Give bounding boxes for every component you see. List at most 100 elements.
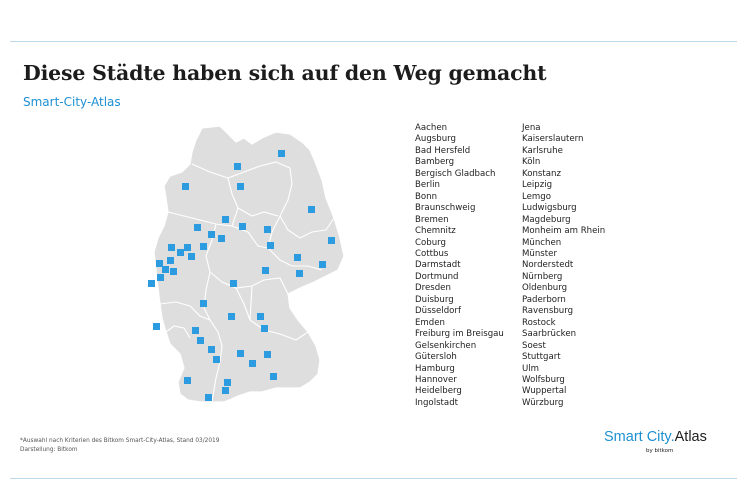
city-marker [278, 150, 285, 157]
city-marker [228, 313, 235, 320]
germany-map [148, 125, 345, 403]
city-list-item: Ingolstadt [415, 397, 459, 408]
city-marker [167, 257, 174, 264]
city-marker [234, 163, 241, 170]
city-marker [213, 356, 220, 363]
city-marker [237, 350, 244, 357]
footnote: *Auswahl nach Kriterien des Bitkom Smart… [20, 437, 219, 454]
city-list-item: Stuttgart [522, 352, 561, 363]
city-list-item: Norderstedt [522, 260, 574, 271]
city-list-item: Darmstadt [415, 260, 461, 271]
city-list-item: Jena [522, 123, 541, 133]
city-list-item: Düsseldorf [415, 306, 461, 317]
city-marker [153, 323, 160, 330]
city-marker [308, 206, 315, 213]
city-list-item: Augsburg [415, 134, 456, 145]
city-marker [170, 268, 177, 275]
city-marker [184, 377, 191, 384]
city-list-item: Gütersloh [415, 352, 457, 363]
city-marker [188, 253, 195, 260]
logo-byline: by bitkom [646, 448, 674, 454]
city-list-item: Gelsenkirchen [415, 340, 477, 351]
city-list-item: Braunschweig [415, 203, 476, 214]
city-list-item: Wolfsburg [522, 374, 565, 385]
logo-word-atlas: Atlas [674, 429, 707, 445]
city-marker [239, 223, 246, 230]
city-list-item: Münster [522, 248, 557, 259]
city-marker [294, 254, 301, 261]
city-list-item: Kaiserslautern [522, 134, 584, 145]
city-list-item: Bamberg [415, 157, 455, 168]
city-marker [157, 274, 164, 281]
city-marker [194, 224, 201, 231]
city-marker [205, 394, 212, 401]
city-marker [182, 183, 189, 190]
smart-city-atlas-logo: Smart City.Atlas [604, 429, 707, 445]
city-markers [148, 150, 335, 401]
city-list-item: Chemnitz [415, 226, 456, 237]
city-list-item: Köln [522, 157, 541, 168]
city-list-item: Aachen [415, 123, 448, 133]
city-list-item: Karlsruhe [522, 145, 563, 156]
city-marker [208, 231, 215, 238]
city-marker [148, 280, 155, 287]
logo-word-smart-city: Smart City. [604, 429, 675, 445]
city-list-item: München [522, 237, 562, 248]
city-list-item: Bonn [415, 191, 438, 202]
content-frame [10, 41, 737, 479]
city-list-item: Heidelberg [415, 386, 462, 397]
city-marker [270, 373, 277, 380]
city-marker [319, 261, 326, 268]
city-marker [200, 243, 207, 250]
city-marker [224, 379, 231, 386]
city-marker [257, 313, 264, 320]
city-list-item: Soest [522, 340, 546, 351]
city-list-item: Wuppertal [522, 386, 567, 397]
city-marker [296, 270, 303, 277]
city-marker [261, 325, 268, 332]
city-marker [237, 183, 244, 190]
germany-outline [153, 125, 345, 403]
page-title: Diese Städte haben sich auf den Weg gema… [23, 61, 547, 85]
city-list-item: Emden [415, 317, 445, 328]
city-list-item: Oldenburg [522, 283, 568, 294]
city-list-item: Dresden [415, 283, 451, 294]
city-list-item: Paderborn [522, 294, 566, 305]
city-list-item: Rostock [522, 317, 556, 328]
city-list-item: Cottbus [415, 248, 449, 259]
city-list-item: Coburg [415, 237, 446, 248]
city-marker [218, 235, 225, 242]
city-marker [177, 249, 184, 256]
footnote-credit: Darstellung: Bitkom [20, 446, 78, 453]
city-marker [222, 216, 229, 223]
city-marker [192, 327, 199, 334]
city-list-item: Konstanz [522, 168, 561, 179]
city-marker [200, 300, 207, 307]
city-list-item: Bad Hersfeld [415, 145, 471, 156]
city-list-item: Ulm [522, 363, 540, 374]
city-marker [156, 260, 163, 267]
city-list-item: Leipzig [522, 180, 553, 191]
city-list-item: Hamburg [415, 363, 455, 374]
city-marker [264, 351, 271, 358]
city-list-item: Nürnberg [522, 271, 563, 282]
city-list-item: Lemgo [522, 191, 552, 202]
city-list-item: Würzburg [522, 397, 564, 408]
city-marker [184, 244, 191, 251]
city-marker [230, 280, 237, 287]
footnote-criteria: *Auswahl nach Kriterien des Bitkom Smart… [20, 438, 220, 444]
city-list-item: Magdeburg [522, 214, 571, 225]
city-marker [197, 337, 204, 344]
city-marker [168, 244, 175, 251]
city-list-item: Hannover [415, 374, 457, 385]
city-list-item: Ravensburg [522, 306, 574, 317]
city-marker [208, 346, 215, 353]
city-marker [262, 267, 269, 274]
city-marker [249, 360, 256, 367]
city-marker [328, 237, 335, 244]
city-list-item: Monheim am Rhein [522, 226, 606, 237]
page-subtitle: Smart-City-Atlas [23, 95, 121, 109]
city-marker [162, 266, 169, 273]
city-list-column-2: Jena Kaiserslautern Karlsruhe Köln Konstanz L… [522, 123, 605, 409]
city-marker [264, 226, 271, 233]
